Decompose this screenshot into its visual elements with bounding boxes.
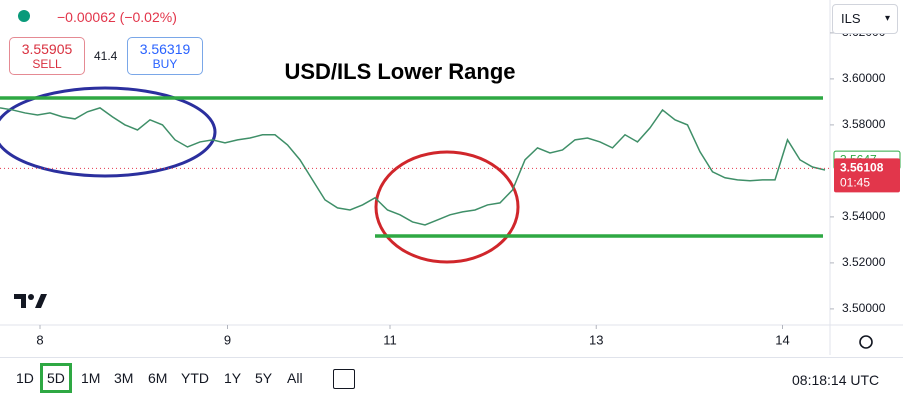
status-dot	[18, 10, 30, 22]
countdown: 01:45	[840, 176, 870, 190]
x-tick-label: 9	[224, 332, 231, 347]
buy-button[interactable]: 3.56319 BUY	[127, 37, 203, 75]
annotation-ellipse	[374, 150, 520, 264]
y-tick-label: 3.50000	[842, 301, 886, 315]
price-change: −0.00062 (−0.02%)	[57, 9, 177, 25]
toolbar-divider	[0, 357, 903, 358]
range-button[interactable]: 6M	[148, 370, 168, 386]
y-tick-label: 3.52000	[842, 255, 886, 269]
sell-price: 3.55905	[21, 41, 73, 57]
buy-price: 3.56319	[139, 41, 191, 57]
y-tick-label: 3.54000	[842, 209, 886, 223]
x-tick-label: 14	[775, 332, 789, 347]
range-button[interactable]: All	[287, 370, 303, 386]
date-range-icon[interactable]	[333, 369, 355, 389]
x-tick-label: 13	[589, 332, 603, 347]
current-price-label: 3.56108	[840, 161, 884, 175]
range-button[interactable]: 3M	[114, 370, 134, 386]
y-tick-label: 3.58000	[842, 117, 886, 131]
settings-icon[interactable]	[859, 335, 873, 349]
range-button[interactable]: 1D	[16, 370, 34, 386]
clock: 08:18:14 UTC	[792, 372, 880, 388]
chart-title: USD/ILS Lower Range	[284, 59, 515, 84]
current-price-box	[834, 158, 900, 193]
range-button[interactable]: 1M	[81, 370, 101, 386]
sell-button[interactable]: 3.55905 SELL	[9, 37, 85, 75]
currency: ILS	[841, 11, 861, 26]
x-tick-label: 8	[36, 332, 43, 347]
tv-logo	[14, 294, 47, 308]
y-tick-label: 3.60000	[842, 71, 886, 85]
range-button[interactable]: 5D	[40, 363, 72, 393]
spread: 41.4	[94, 49, 118, 63]
price-line	[0, 107, 826, 226]
range-button[interactable]: 5Y	[255, 370, 273, 386]
x-tick-label: 11	[383, 332, 397, 347]
sell-label: SELL	[32, 57, 62, 71]
range-button[interactable]: 1Y	[224, 370, 242, 386]
range-button[interactable]: YTD	[181, 370, 209, 386]
currency-dropdown[interactable]: ILS ▾	[832, 4, 898, 34]
buy-label: BUY	[152, 57, 178, 71]
annotation-ellipse	[0, 86, 217, 178]
